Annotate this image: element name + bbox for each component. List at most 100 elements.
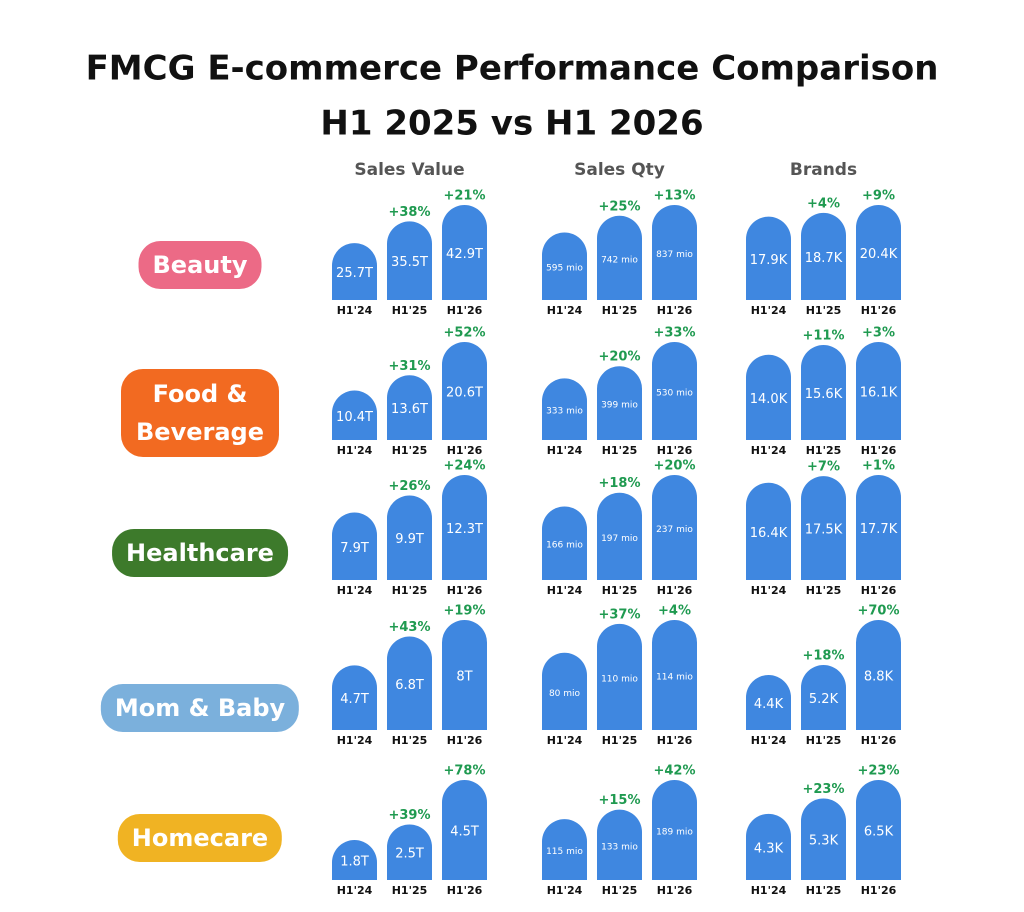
bar bbox=[746, 813, 791, 880]
period-label: H1'24 bbox=[751, 584, 787, 597]
bar bbox=[652, 475, 697, 580]
bar bbox=[597, 623, 642, 730]
growth-label: +7% bbox=[807, 460, 840, 475]
value-label: 742 mio bbox=[601, 255, 638, 265]
growth-label: +4% bbox=[658, 604, 691, 619]
growth-label: +25% bbox=[598, 199, 640, 214]
period-label: H1'25 bbox=[806, 884, 842, 897]
bar bbox=[652, 780, 697, 880]
title: FMCG E-commerce Performance Comparison bbox=[86, 49, 939, 89]
bar bbox=[332, 665, 377, 730]
bar bbox=[387, 375, 432, 440]
period-label: H1'25 bbox=[392, 734, 428, 747]
period-label: H1'24 bbox=[751, 734, 787, 747]
bar bbox=[387, 495, 432, 580]
value-label: 237 mio bbox=[656, 525, 693, 535]
growth-label: +31% bbox=[388, 359, 430, 374]
value-label: 5.3K bbox=[809, 834, 839, 849]
bar bbox=[542, 652, 587, 730]
period-label: H1'26 bbox=[861, 734, 897, 747]
metric-header: Sales Qty bbox=[574, 160, 665, 180]
period-label: H1'25 bbox=[602, 444, 638, 457]
period-label: H1'26 bbox=[657, 734, 693, 747]
bar bbox=[856, 475, 901, 580]
period-label: H1'26 bbox=[447, 584, 483, 597]
value-label: 15.6K bbox=[805, 387, 843, 402]
value-label: 13.6T bbox=[391, 402, 428, 417]
period-label: H1'25 bbox=[602, 584, 638, 597]
period-label: H1'24 bbox=[337, 584, 373, 597]
value-label: 12.3T bbox=[446, 522, 483, 537]
growth-label: +24% bbox=[443, 459, 485, 474]
value-label: 14.0K bbox=[750, 392, 788, 407]
bar bbox=[542, 378, 587, 440]
bar bbox=[801, 212, 846, 300]
growth-label: +39% bbox=[388, 808, 430, 823]
value-label: 42.9T bbox=[446, 247, 483, 262]
period-label: H1'24 bbox=[751, 884, 787, 897]
value-label: 4.3K bbox=[754, 841, 784, 856]
value-label: 333 mio bbox=[546, 407, 583, 417]
bar bbox=[542, 506, 587, 580]
period-label: H1'25 bbox=[392, 444, 428, 457]
value-label: 530 mio bbox=[656, 389, 693, 399]
bar bbox=[442, 620, 487, 730]
growth-label: +26% bbox=[388, 479, 430, 494]
period-label: H1'24 bbox=[751, 444, 787, 457]
growth-label: +37% bbox=[598, 607, 640, 622]
value-label: 7.9T bbox=[340, 541, 369, 556]
value-label: 17.7K bbox=[860, 522, 898, 537]
period-label: H1'25 bbox=[602, 304, 638, 317]
bar bbox=[856, 205, 901, 300]
period-label: H1'25 bbox=[602, 734, 638, 747]
value-label: 166 mio bbox=[546, 541, 583, 551]
period-label: H1'25 bbox=[392, 304, 428, 317]
bar bbox=[332, 390, 377, 440]
growth-label: +43% bbox=[388, 620, 430, 635]
bar bbox=[332, 840, 377, 880]
period-label: H1'26 bbox=[657, 884, 693, 897]
bar bbox=[801, 476, 846, 580]
bar bbox=[442, 475, 487, 580]
bar bbox=[652, 620, 697, 730]
value-label: 4.4K bbox=[754, 697, 784, 712]
value-label: 16.4K bbox=[750, 526, 788, 541]
metric-header: Brands bbox=[790, 160, 857, 180]
period-label: H1'24 bbox=[547, 884, 583, 897]
period-label: H1'26 bbox=[657, 584, 693, 597]
segment-label: Beauty bbox=[138, 241, 262, 289]
growth-label: +21% bbox=[443, 189, 485, 204]
period-label: H1'26 bbox=[861, 884, 897, 897]
period-label: H1'26 bbox=[447, 734, 483, 747]
period-label: H1'24 bbox=[337, 304, 373, 317]
bar bbox=[801, 345, 846, 440]
period-label: H1'26 bbox=[657, 444, 693, 457]
bar bbox=[442, 205, 487, 300]
value-label: 8.8K bbox=[864, 670, 894, 685]
growth-label: +3% bbox=[862, 326, 895, 341]
bar bbox=[746, 482, 791, 580]
growth-label: +13% bbox=[653, 189, 695, 204]
bar bbox=[542, 819, 587, 880]
value-label: 197 mio bbox=[601, 534, 638, 544]
bar bbox=[597, 366, 642, 440]
bar bbox=[387, 636, 432, 730]
value-label: 8T bbox=[456, 670, 472, 685]
value-label: 1.8T bbox=[340, 855, 369, 870]
bar bbox=[856, 780, 901, 880]
period-label: H1'25 bbox=[806, 304, 842, 317]
segment-label: Healthcare bbox=[112, 529, 288, 577]
segment-label: Food & Beverage bbox=[121, 369, 279, 457]
bar bbox=[746, 675, 791, 730]
bar bbox=[597, 809, 642, 880]
value-label: 115 mio bbox=[546, 847, 583, 857]
growth-label: +1% bbox=[862, 459, 895, 474]
period-label: H1'25 bbox=[806, 734, 842, 747]
value-label: 6.8T bbox=[395, 678, 424, 693]
growth-label: +33% bbox=[653, 326, 695, 341]
bar bbox=[442, 780, 487, 880]
value-label: 189 mio bbox=[656, 828, 693, 838]
value-label: 17.5K bbox=[805, 523, 843, 538]
bar bbox=[597, 215, 642, 300]
